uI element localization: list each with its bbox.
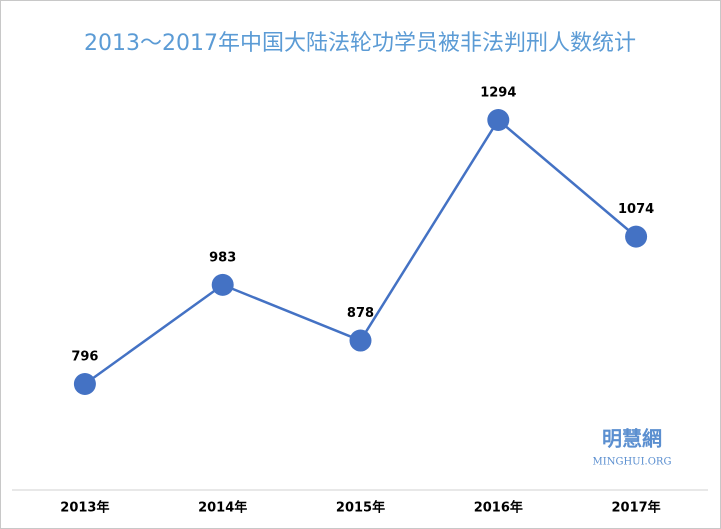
x-tick-label: 2017年 <box>612 500 661 516</box>
data-label: 878 <box>347 306 374 321</box>
data-label: 796 <box>71 350 98 365</box>
data-point <box>73 373 96 395</box>
data-point <box>625 225 648 248</box>
chart-title: 2013～2017年中国大陆法轮功学员被非法判刑人数统计 <box>84 31 636 56</box>
watermark-site: MINGHUI.ORG <box>593 457 672 468</box>
x-tick-label: 2016年 <box>474 500 523 516</box>
watermark-name: 明慧網 <box>602 427 662 451</box>
x-tick-label: 2014年 <box>198 500 247 516</box>
x-tick-label: 2013年 <box>60 500 109 516</box>
data-label: 983 <box>209 250 236 265</box>
data-point <box>349 329 372 352</box>
data-label: 1294 <box>480 86 516 101</box>
data-label: 1074 <box>618 202 654 217</box>
x-tick-label: 2015年 <box>336 500 385 516</box>
data-point <box>211 273 234 296</box>
data-point <box>487 109 510 131</box>
